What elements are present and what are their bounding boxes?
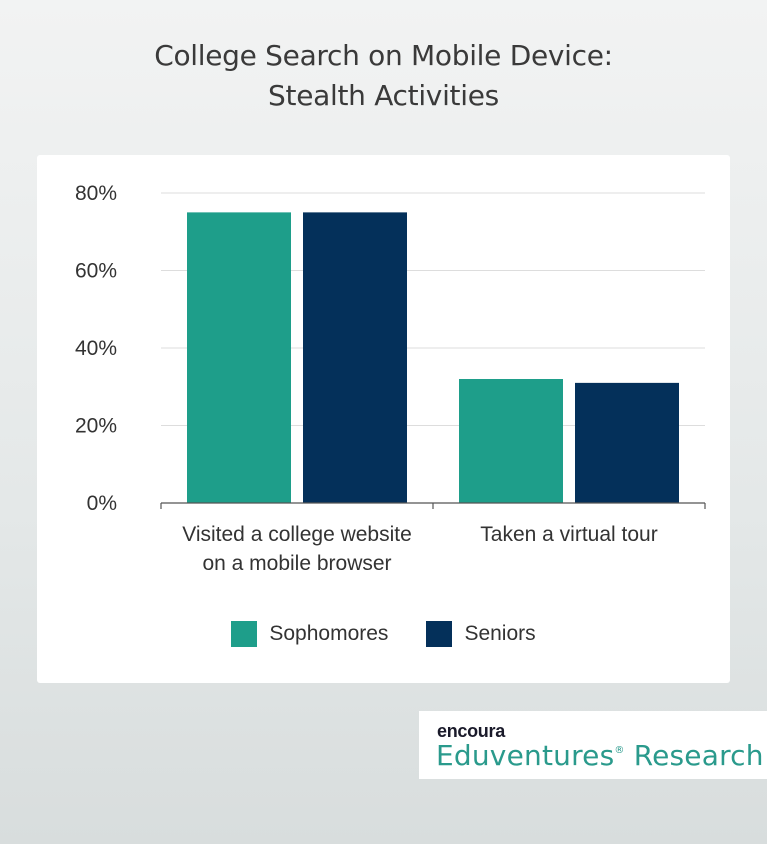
legend-label-sophomores: Sophomores	[269, 622, 389, 645]
chart-title: College Search on Mobile Device: Stealth…	[0, 36, 767, 116]
encoura-logo: encoura	[437, 721, 505, 741]
brand-suffix: Research	[624, 739, 764, 772]
y-tick-label: 0%	[87, 492, 117, 515]
y-tick-label: 40%	[75, 337, 117, 360]
chart-title-line-1: College Search on Mobile Device:	[154, 39, 613, 72]
y-tick-label: 80%	[75, 182, 117, 205]
bar	[303, 212, 407, 503]
legend-item-seniors: Seniors	[426, 621, 536, 647]
legend-label-seniors: Seniors	[464, 622, 536, 645]
legend-swatch-seniors	[426, 621, 453, 647]
legend-swatch-sophomores	[231, 621, 258, 647]
x-category-label: Visited a college website	[182, 523, 412, 546]
x-category-label: on a mobile browser	[202, 552, 391, 575]
brand-name: Eduventures	[436, 739, 615, 772]
bar	[459, 379, 563, 503]
y-tick-label: 60%	[75, 260, 117, 283]
chart-card: 0% 20% 40% 60% 80% Visited a college website o…	[37, 155, 730, 683]
legend-item-sophomores: Sophomores	[231, 621, 388, 647]
x-category-label: Taken a virtual tour	[480, 523, 657, 546]
bar	[187, 212, 291, 503]
brand-logo-block: encoura Eduventures® Research	[419, 711, 767, 779]
chart-legend: Sophomores Seniors	[37, 619, 730, 649]
eduventures-research-wordmark: Eduventures® Research	[436, 739, 764, 772]
y-tick-label: 20%	[75, 415, 117, 438]
registered-mark: ®	[614, 745, 625, 756]
bar	[575, 382, 679, 503]
bar-chart: 0% 20% 40% 60% 80% Visited a college website o…	[75, 182, 706, 575]
chart-title-line-2: Stealth Activities	[268, 79, 499, 112]
